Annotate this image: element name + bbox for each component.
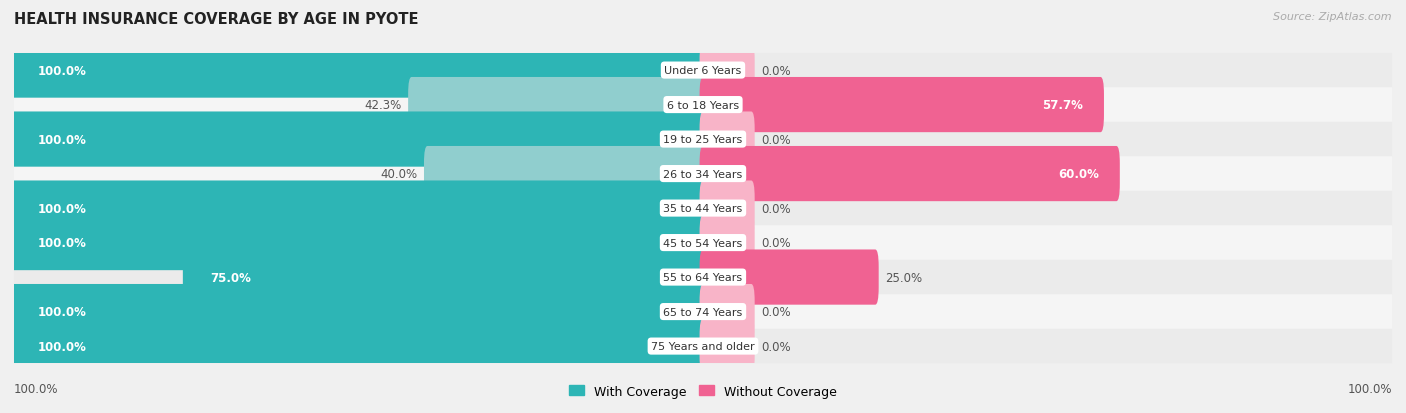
FancyBboxPatch shape	[700, 112, 755, 167]
FancyBboxPatch shape	[11, 112, 706, 167]
Legend: With Coverage, Without Coverage: With Coverage, Without Coverage	[564, 380, 842, 403]
FancyBboxPatch shape	[408, 78, 706, 133]
Text: 100.0%: 100.0%	[38, 237, 87, 249]
FancyBboxPatch shape	[14, 226, 1392, 260]
Text: 0.0%: 0.0%	[762, 133, 792, 146]
Text: 19 to 25 Years: 19 to 25 Years	[664, 135, 742, 145]
FancyBboxPatch shape	[700, 284, 755, 339]
Text: HEALTH INSURANCE COVERAGE BY AGE IN PYOTE: HEALTH INSURANCE COVERAGE BY AGE IN PYOT…	[14, 12, 419, 27]
Text: Under 6 Years: Under 6 Years	[665, 66, 741, 76]
Text: 40.0%: 40.0%	[380, 168, 418, 180]
FancyBboxPatch shape	[14, 54, 1392, 88]
Text: 75 Years and older: 75 Years and older	[651, 341, 755, 351]
Text: 45 to 54 Years: 45 to 54 Years	[664, 238, 742, 248]
Text: 26 to 34 Years: 26 to 34 Years	[664, 169, 742, 179]
FancyBboxPatch shape	[14, 88, 1392, 123]
Text: 57.7%: 57.7%	[1042, 99, 1083, 112]
Text: 0.0%: 0.0%	[762, 305, 792, 318]
Text: 100.0%: 100.0%	[1347, 382, 1392, 395]
FancyBboxPatch shape	[700, 43, 755, 98]
Text: 6 to 18 Years: 6 to 18 Years	[666, 100, 740, 110]
FancyBboxPatch shape	[425, 147, 706, 202]
Text: 0.0%: 0.0%	[762, 340, 792, 353]
Text: 100.0%: 100.0%	[38, 133, 87, 146]
FancyBboxPatch shape	[700, 78, 1104, 133]
Text: 55 to 64 Years: 55 to 64 Years	[664, 273, 742, 282]
FancyBboxPatch shape	[11, 181, 706, 236]
FancyBboxPatch shape	[700, 216, 755, 271]
Text: 42.3%: 42.3%	[364, 99, 401, 112]
FancyBboxPatch shape	[14, 329, 1392, 363]
FancyBboxPatch shape	[14, 157, 1392, 191]
FancyBboxPatch shape	[700, 250, 879, 305]
Text: 100.0%: 100.0%	[38, 340, 87, 353]
Text: 100.0%: 100.0%	[14, 382, 59, 395]
FancyBboxPatch shape	[700, 319, 755, 374]
FancyBboxPatch shape	[11, 319, 706, 374]
FancyBboxPatch shape	[14, 294, 1392, 329]
FancyBboxPatch shape	[14, 260, 1392, 294]
FancyBboxPatch shape	[14, 191, 1392, 226]
FancyBboxPatch shape	[14, 123, 1392, 157]
Text: Source: ZipAtlas.com: Source: ZipAtlas.com	[1274, 12, 1392, 22]
Text: 60.0%: 60.0%	[1059, 168, 1099, 180]
Text: 0.0%: 0.0%	[762, 237, 792, 249]
Text: 35 to 44 Years: 35 to 44 Years	[664, 204, 742, 214]
Text: 0.0%: 0.0%	[762, 202, 792, 215]
FancyBboxPatch shape	[11, 216, 706, 271]
FancyBboxPatch shape	[700, 181, 755, 236]
Text: 25.0%: 25.0%	[886, 271, 922, 284]
Text: 75.0%: 75.0%	[211, 271, 252, 284]
Text: 65 to 74 Years: 65 to 74 Years	[664, 307, 742, 317]
Text: 100.0%: 100.0%	[38, 305, 87, 318]
Text: 100.0%: 100.0%	[38, 64, 87, 77]
Text: 0.0%: 0.0%	[762, 64, 792, 77]
Text: 100.0%: 100.0%	[38, 202, 87, 215]
FancyBboxPatch shape	[183, 250, 706, 305]
FancyBboxPatch shape	[700, 147, 1119, 202]
FancyBboxPatch shape	[11, 284, 706, 339]
FancyBboxPatch shape	[11, 43, 706, 98]
